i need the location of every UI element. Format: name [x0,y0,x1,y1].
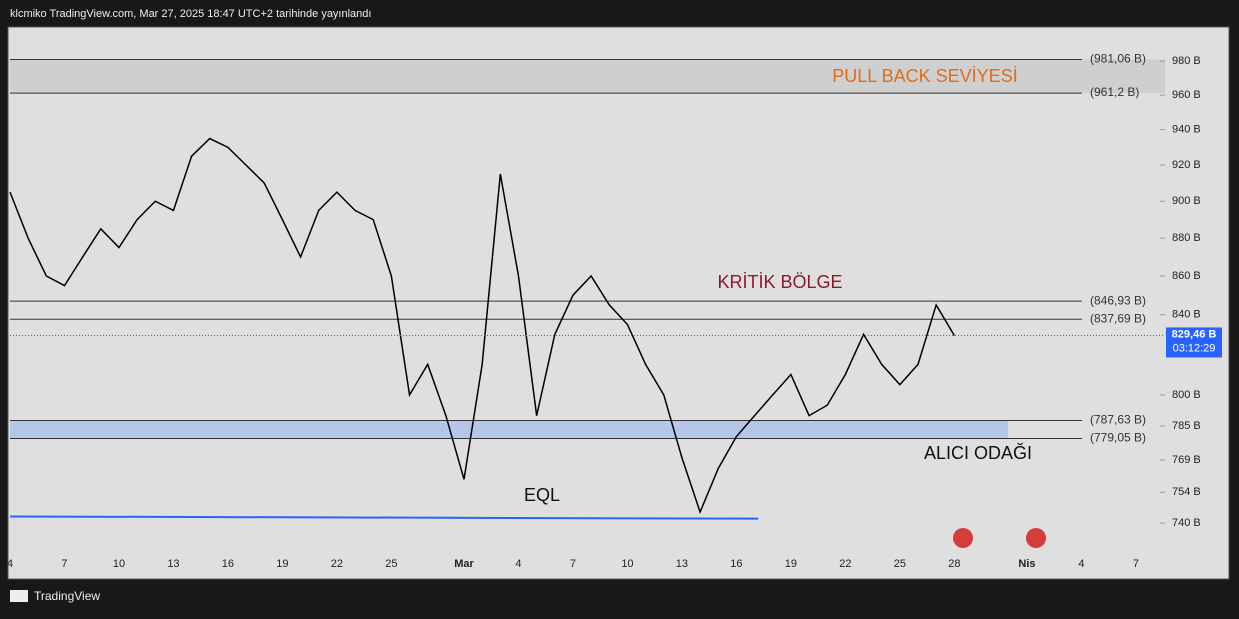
x-tick-label: 13 [676,558,688,570]
y-tick-label: 940 B [1172,124,1201,136]
x-tick-label: 19 [785,558,797,570]
y-tick-label: 860 B [1172,270,1201,282]
x-tick-label: 28 [948,558,960,570]
last-price-badge [1166,327,1222,358]
x-tick-label: 13 [167,558,179,570]
x-tick-label: 25 [894,558,906,570]
price-line [9,137,955,515]
level-label: (981,06 B) [1090,52,1146,66]
flag-icon [953,528,973,548]
pullback-zone [10,59,1165,94]
x-tick-label: 4 [515,558,521,570]
x-tick-label: 7 [570,558,576,570]
y-tick-label: 900 B [1172,195,1201,207]
annotation: KRİTİK BÖLGE [717,272,842,292]
plot: (981,06 B) (961,2 B) (846,93 B) (837,69 B) (… [7,52,1222,570]
y-tick-label: 800 B [1172,389,1201,401]
last-price-label: 829,46 B [1172,328,1217,340]
y-tick-label: 785 B [1172,420,1201,432]
annotation: EQL [524,485,560,505]
annotation: ALICI ODAĞI [924,442,1032,463]
y-tick-label: 840 B [1172,309,1201,321]
flag-icon [1026,528,1046,548]
x-tick-label: 22 [331,558,343,570]
x-tick-label: 4 [7,558,13,570]
x-tick-label: Mar [454,558,474,570]
y-tick-label: 920 B [1172,159,1201,171]
y-tick-label: 980 B [1172,55,1201,67]
y-tick-label: 740 B [1172,517,1201,529]
x-tick-label: Nis [1018,558,1035,570]
x-tick-label: 7 [1133,558,1139,570]
panel [7,26,1230,580]
level-label: (837,69 B) [1090,311,1146,325]
header: klcmiko TradingView.com, Mar 27, 2025 18… [10,8,371,20]
x-tick-label: 16 [222,558,234,570]
x-tick-label: 19 [276,558,288,570]
countdown: 03:12:29 [1173,342,1216,354]
x-tick-label: 7 [61,558,67,570]
logo [10,590,28,602]
footer: TradingView [34,589,100,603]
x-tick-label: 4 [1078,558,1084,570]
y-tick-label: 769 B [1172,454,1201,466]
level-label: (961,2 B) [1090,85,1139,99]
level-label: (787,63 B) [1090,413,1146,427]
x-tick-label: 16 [730,558,742,570]
x-tick-label: 10 [621,558,633,570]
x-tick-label: 10 [113,558,125,570]
y-tick-label: 960 B [1172,89,1201,101]
buyer-zone [10,420,1008,439]
x-tick-label: 22 [839,558,851,570]
y-tick-label: 880 B [1172,232,1201,244]
annotation: PULL BACK SEVİYESİ [832,66,1017,86]
x-tick-label: 25 [385,558,397,570]
level-label: (779,05 B) [1090,431,1146,445]
y-tick-label: 754 B [1172,486,1201,498]
eql-line [9,515,759,520]
level-label: (846,93 B) [1090,293,1146,307]
